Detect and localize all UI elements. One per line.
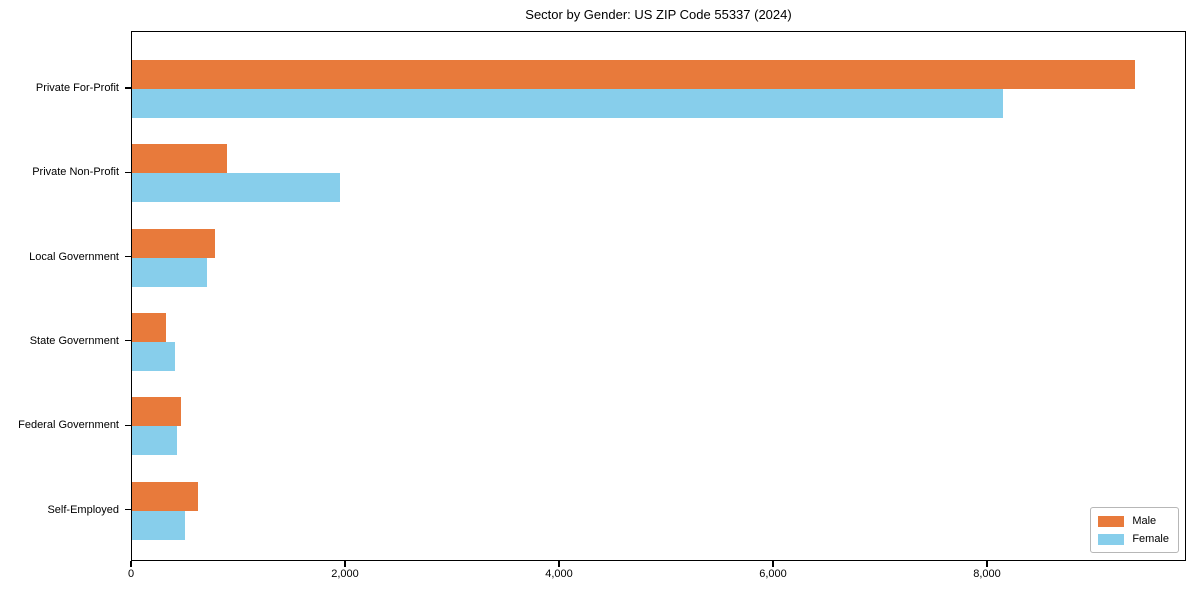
bar-male-local-government <box>132 228 215 258</box>
x-tick-mark <box>558 561 560 567</box>
bar-female-state-government <box>132 341 175 371</box>
x-tick-label: 8,000 <box>973 568 1001 580</box>
y-tick-label: Federal Government <box>18 419 119 432</box>
y-tick-mark <box>125 87 131 89</box>
x-tick-label: 0 <box>127 568 135 580</box>
legend-item-male: Male <box>1098 515 1169 527</box>
bar-male-private-for-profit <box>132 60 1135 89</box>
x-tick-mark <box>344 561 346 567</box>
y-tick-label: Private For-Profit <box>35 82 119 94</box>
bar-male-state-government <box>132 312 167 342</box>
bar-male-federal-government <box>132 397 181 427</box>
bar-female-private-for-profit <box>132 89 1004 118</box>
chart-title: Sector by Gender: US ZIP Code 55337 (202… <box>525 7 792 22</box>
x-tick-label: 2,000 <box>331 568 359 580</box>
bar-female-self-employed <box>132 510 185 540</box>
bars-layer <box>132 32 1185 560</box>
bar-male-self-employed <box>132 481 198 511</box>
bar-female-private-non-profit <box>132 173 340 203</box>
bar-female-federal-government <box>132 426 177 456</box>
x-tick-label: 4,000 <box>545 568 573 580</box>
legend-label: Male <box>1132 515 1157 527</box>
y-tick-mark <box>125 424 131 426</box>
plot-area: Male Female <box>131 31 1186 561</box>
y-tick-mark <box>125 508 131 511</box>
legend-swatch-female <box>1098 533 1125 545</box>
x-tick-mark <box>772 561 774 567</box>
y-tick-label: Self-Employed <box>47 503 119 516</box>
legend-item-female: Female <box>1098 533 1169 545</box>
legend-label: Female <box>1132 533 1169 545</box>
x-tick-label: 6,000 <box>759 568 787 580</box>
y-tick-label: State Government <box>29 334 119 347</box>
y-tick-mark <box>125 340 131 342</box>
bar-female-local-government <box>132 257 208 287</box>
legend: Male Female <box>1090 507 1179 553</box>
y-tick-mark <box>125 171 131 173</box>
y-tick-label: Private Non-Profit <box>32 166 119 179</box>
x-tick-mark <box>986 561 988 567</box>
y-tick-label: Local Government <box>29 250 119 263</box>
y-tick-mark <box>125 256 131 258</box>
legend-swatch-male <box>1098 515 1125 527</box>
x-tick-mark <box>130 561 132 567</box>
bar-male-private-non-profit <box>132 144 228 174</box>
